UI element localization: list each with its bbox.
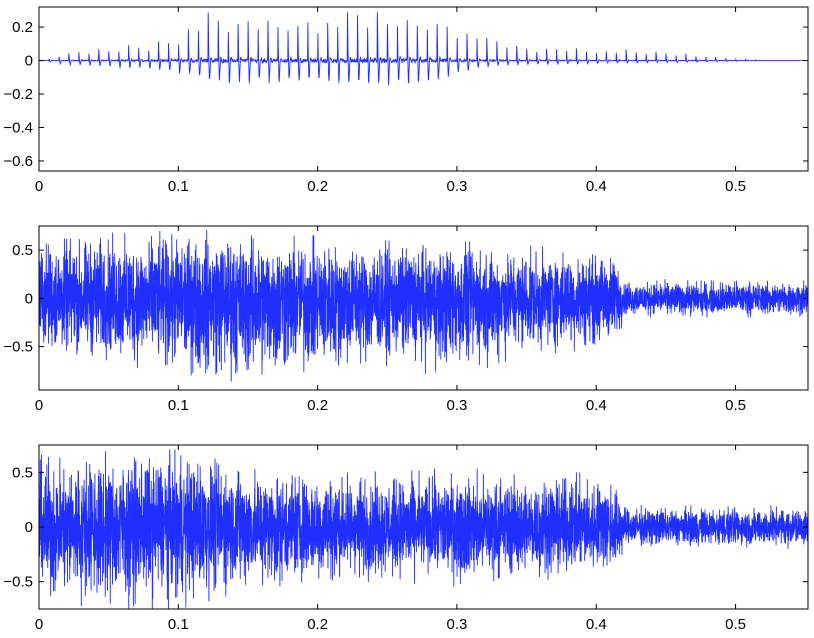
x-tick-label: 0.2 <box>307 397 328 414</box>
y-tick-label: −0.2 <box>3 86 33 103</box>
y-tick-label: −0.5 <box>3 339 33 356</box>
waveform-panel-clean: 0 0.1 0.2 0.3 0.4 0.5 0.2 0 −0.2 −0.4 −0.6 <box>3 6 809 195</box>
x-tick-label: 0.4 <box>586 397 607 414</box>
x-tick-labels: 0 0.1 0.2 0.3 0.4 0.5 <box>35 397 746 414</box>
signal-trace <box>38 229 809 382</box>
x-tick-label: 0 <box>35 178 43 195</box>
tick-marks <box>38 226 808 390</box>
waveform-line-noisy-2 <box>38 449 809 610</box>
x-tick-label: 0.1 <box>168 397 189 414</box>
x-tick-label: 0.5 <box>725 178 746 195</box>
x-tick-label: 0.3 <box>447 178 468 195</box>
y-tick-labels: 0.5 0 −0.5 <box>3 242 33 355</box>
x-tick-label: 0.4 <box>586 616 607 633</box>
waveform-panel-noisy-2: 0 0.1 0.2 0.3 0.4 0.5 0.5 0 −0.5 <box>3 444 809 633</box>
axes-frame <box>38 6 809 172</box>
axes-frame <box>38 225 809 391</box>
x-tick-label: 0.5 <box>725 616 746 633</box>
signal-trace <box>38 449 809 610</box>
y-tick-label: 0 <box>25 519 33 536</box>
x-tick-label: 0 <box>35 616 43 633</box>
x-tick-label: 0.3 <box>447 397 468 414</box>
tick-marks <box>38 445 808 609</box>
y-tick-label: −0.6 <box>3 153 33 170</box>
x-tick-label: 0 <box>35 397 43 414</box>
x-tick-label: 0.3 <box>447 616 468 633</box>
x-tick-label: 0.4 <box>586 178 607 195</box>
x-tick-labels: 0 0.1 0.2 0.3 0.4 0.5 <box>35 178 746 195</box>
x-tick-label: 0.2 <box>307 178 328 195</box>
y-tick-label: 0.2 <box>12 19 33 36</box>
y-tick-labels: 0.2 0 −0.2 −0.4 −0.6 <box>3 19 33 170</box>
y-tick-label: 0.5 <box>12 464 33 481</box>
x-tick-labels: 0 0.1 0.2 0.3 0.4 0.5 <box>35 616 746 633</box>
y-tick-label: −0.5 <box>3 574 33 591</box>
tick-marks <box>38 7 808 171</box>
y-tick-label: 0.5 <box>12 242 33 259</box>
waveform-panel-noisy-1: 0 0.1 0.2 0.3 0.4 0.5 0.5 0 −0.5 <box>3 225 809 414</box>
x-tick-label: 0.2 <box>307 616 328 633</box>
y-tick-label: 0 <box>25 290 33 307</box>
x-tick-label: 0.1 <box>168 178 189 195</box>
y-tick-labels: 0.5 0 −0.5 <box>3 464 33 590</box>
y-tick-label: 0 <box>25 53 33 70</box>
waveform-line-noisy-1 <box>38 229 809 382</box>
x-tick-label: 0.1 <box>168 616 189 633</box>
x-tick-label: 0.5 <box>725 397 746 414</box>
signal-trace <box>38 11 808 86</box>
waveform-line-clean <box>38 11 808 86</box>
y-tick-label: −0.4 <box>3 119 33 136</box>
